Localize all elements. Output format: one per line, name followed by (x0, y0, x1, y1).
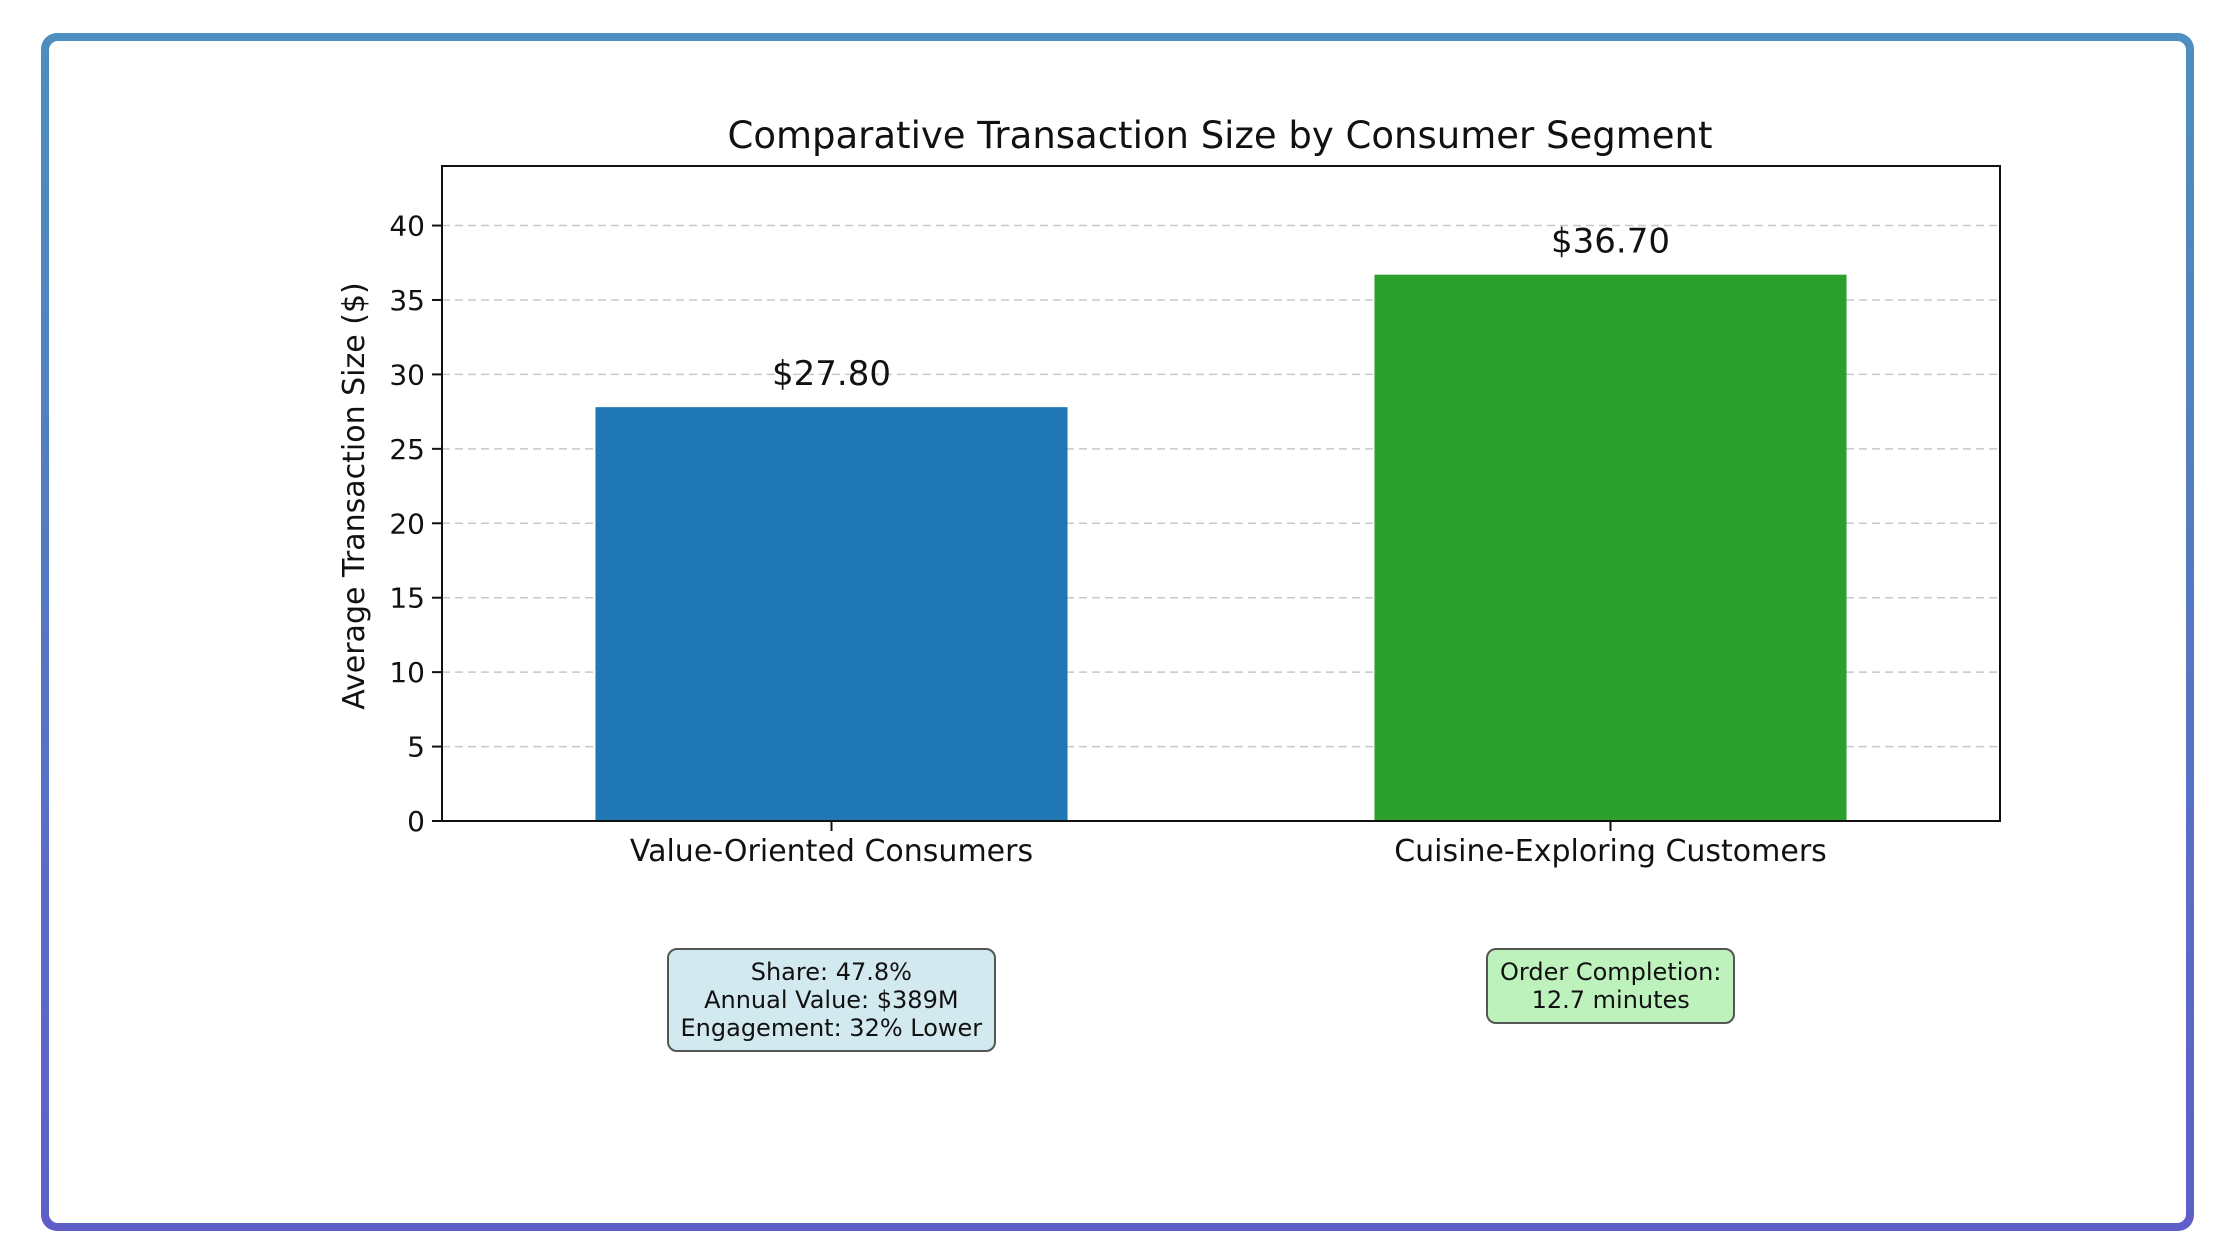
y-tick-label: 20 (389, 507, 425, 540)
bar-cuisine-exploring-customers (1374, 274, 1847, 822)
annotation-box: Order Completion: 12.7 minutes (1486, 948, 1736, 1024)
annotation-line: Order Completion: (1500, 958, 1722, 986)
x-tick-label: Value-Oriented Consumers (630, 834, 1033, 869)
y-tick-label: 5 (407, 731, 425, 764)
x-tick-label: Cuisine-Exploring Customers (1394, 834, 1827, 869)
bar-value-oriented-consumers (595, 407, 1068, 821)
annotation-line: Share: 47.8% (750, 958, 912, 986)
annotation-line: Engagement: 32% Lower (680, 1014, 983, 1042)
bar-value-label: $36.70 (1551, 222, 1670, 262)
bar-value-label: $27.80 (772, 354, 891, 394)
bar-layer: $27.80 $36.70 (595, 222, 1847, 822)
annotation-line: 12.7 minutes (1531, 986, 1690, 1014)
chart-title: Comparative Transaction Size by Consumer… (728, 114, 1713, 157)
y-tick-label: 10 (389, 656, 425, 689)
y-tick-label: 30 (389, 358, 425, 391)
y-tick-label: 35 (389, 284, 425, 317)
annotation-line: Annual Value: $389M (704, 986, 959, 1014)
y-axis-label: Average Transaction Size ($) (337, 282, 372, 710)
plot-frame (441, 165, 2001, 822)
y-tick-label: 40 (389, 210, 425, 243)
y-tick-label: 25 (389, 433, 425, 466)
annotation-box: Share: 47.8% Annual Value: $389M Engagemen… (666, 948, 997, 1052)
y-tick-label: 15 (389, 582, 425, 615)
y-tick-label: 0 (407, 805, 425, 838)
axis-layer: 0 5 10 15 20 25 30 35 40 Value-Oriented Consumers… (389, 210, 1826, 869)
